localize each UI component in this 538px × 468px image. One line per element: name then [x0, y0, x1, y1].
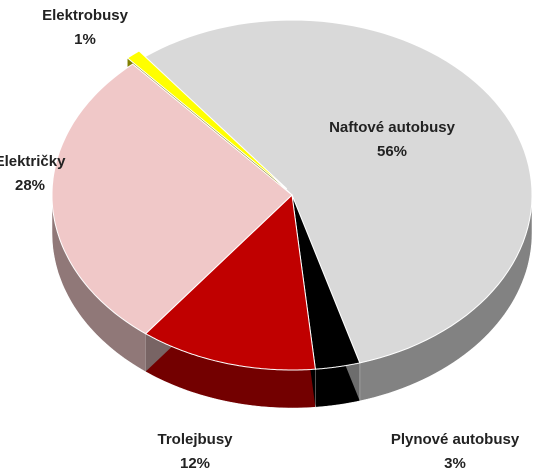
slice-value-label: 28% [15, 177, 45, 194]
slice [291, 194, 361, 370]
slice [126, 50, 288, 190]
slice-value-label: 12% [180, 455, 210, 468]
slice-label: Naftové autobusy [329, 119, 456, 136]
slice-label: Elektrobusy [42, 7, 129, 24]
slice-value-label: 3% [444, 455, 466, 468]
slice-value-label: 56% [377, 143, 407, 160]
slice-label: Trolejbusy [157, 431, 233, 448]
slice [143, 19, 533, 364]
slice-label: Plynové autobusy [391, 431, 520, 448]
slice [51, 63, 293, 335]
slice-label: Električky [0, 153, 66, 170]
slice [144, 193, 316, 371]
slice-value-label: 1% [74, 31, 96, 48]
